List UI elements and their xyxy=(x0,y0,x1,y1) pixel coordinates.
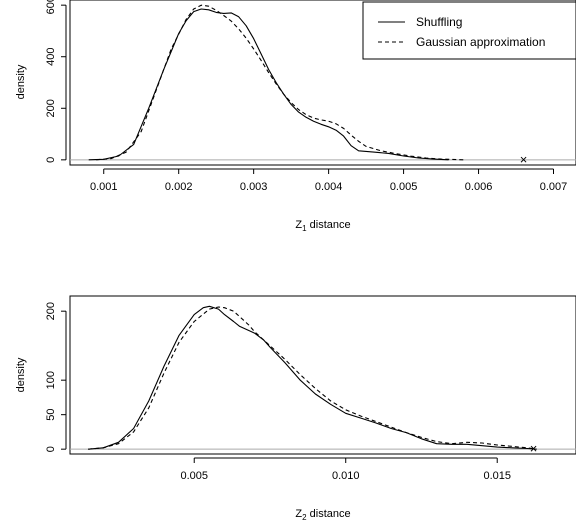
x-tick-label: 0.001 xyxy=(90,181,118,193)
legend-label-gaussian: Gaussian approximation xyxy=(416,35,545,49)
x-axis-label-main: Z xyxy=(295,219,302,231)
x-tick-label: 0.004 xyxy=(315,181,343,193)
y-axis-label: density xyxy=(15,64,27,99)
y-tick-label: 50 xyxy=(45,409,57,421)
x-axis-label: Z1 distance xyxy=(295,219,350,233)
x-tick-label: 0.010 xyxy=(332,470,360,482)
observed-value-marker: × xyxy=(530,441,538,456)
density-plot-z2: 0.005 0.010 0.015 0 50 100 200 × density Z2 dis… xyxy=(15,295,576,522)
density-plot-z1: 0.001 0.002 0.003 0.004 0.005 0.006 0.007 0 200 4… xyxy=(15,0,576,233)
x-axis-label-subscript: 1 xyxy=(302,224,307,233)
plot-marks: 0.005 0.010 0.015 0 50 100 200 × xyxy=(45,302,576,482)
series-line-gaussian xyxy=(88,306,537,450)
y-tick-label: 400 xyxy=(45,48,57,66)
series-line-shuffling xyxy=(88,305,537,450)
x-axis-label-main: Z xyxy=(295,508,302,520)
y-tick-label: 200 xyxy=(45,99,57,117)
x-axis-label: Z2 distance xyxy=(295,508,350,522)
plot-frame xyxy=(69,0,576,166)
legend-label-shuffling: Shuffling xyxy=(416,15,462,29)
y-tick-label: 100 xyxy=(45,371,57,389)
x-axis-label-rest: distance xyxy=(307,219,351,231)
observed-value-marker: × xyxy=(520,152,528,167)
x-tick-label: 0.005 xyxy=(390,181,418,193)
x-tick-label: 0.007 xyxy=(540,181,568,193)
y-tick-label: 0 xyxy=(45,157,57,163)
y-tick-label: 200 xyxy=(45,302,57,320)
legend: Shuffling Gaussian approximation xyxy=(362,1,576,60)
legend-box xyxy=(362,1,576,60)
x-axis-label-subscript: 2 xyxy=(302,513,307,522)
x-tick-label: 0.006 xyxy=(465,181,493,193)
series-line-gaussian xyxy=(96,4,464,161)
x-tick-label: 0.003 xyxy=(240,181,268,193)
x-axis-label-rest: distance xyxy=(307,508,351,520)
y-tick-label: 0 xyxy=(45,446,57,452)
y-axis-label: density xyxy=(15,357,27,392)
plot-frame xyxy=(69,295,576,455)
plot-marks: 0.001 0.002 0.003 0.004 0.005 0.006 0.007 0 200 4… xyxy=(45,0,576,193)
x-tick-label: 0.015 xyxy=(483,470,511,482)
y-tick-label: 600 xyxy=(45,0,57,14)
x-tick-label: 0.005 xyxy=(180,470,208,482)
x-tick-label: 0.002 xyxy=(165,181,193,193)
